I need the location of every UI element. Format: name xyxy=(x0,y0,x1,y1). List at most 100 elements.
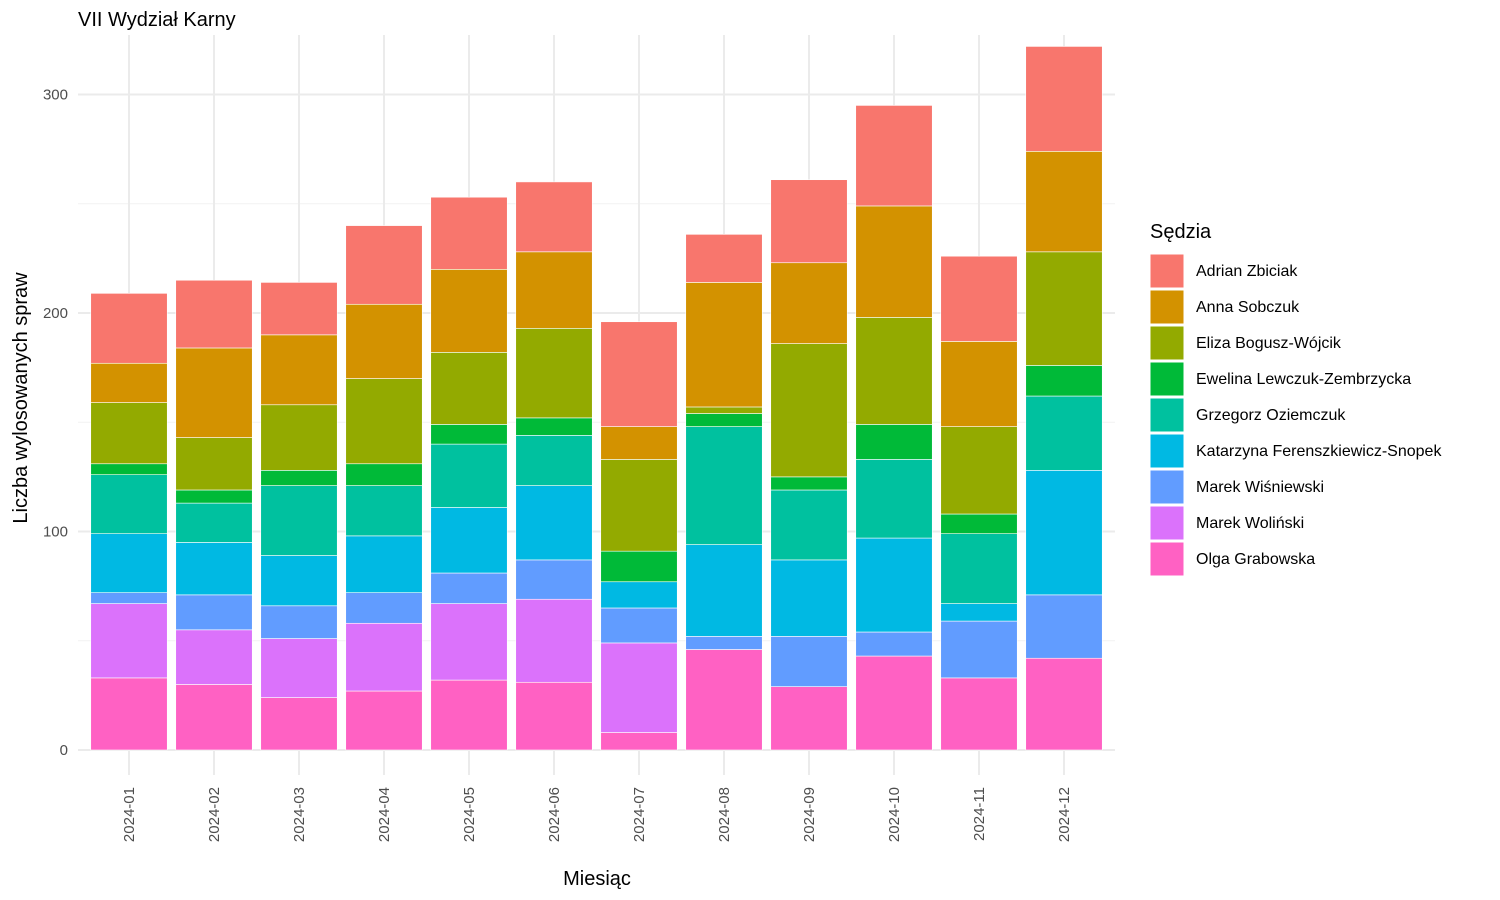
x-axis-title: Miesiąc xyxy=(563,868,631,890)
bar-segment xyxy=(90,592,168,604)
bar-segment xyxy=(515,559,593,600)
bar-segment xyxy=(940,513,1018,534)
bar-segment xyxy=(345,622,423,692)
x-tick-label: 2024-08 xyxy=(716,787,733,842)
bar-segment xyxy=(175,502,253,543)
y-axis-title: Liczba wylosowanych spraw xyxy=(10,272,32,524)
bar-segment xyxy=(770,489,848,561)
bar-segment xyxy=(430,268,508,353)
bar-segment xyxy=(90,293,168,364)
bar-segment xyxy=(175,594,253,631)
bar-segment xyxy=(345,225,423,305)
bar-segment xyxy=(855,105,933,207)
bar-segment xyxy=(90,463,168,475)
bar-segment xyxy=(770,343,848,478)
bar-segment xyxy=(175,542,253,596)
bar-segment xyxy=(345,690,423,751)
bar-segment xyxy=(770,686,848,751)
bar-segment xyxy=(175,489,253,504)
bar-segment xyxy=(685,636,763,650)
x-tick-label: 2024-12 xyxy=(1056,787,1073,842)
legend-label: Adrian Zbiciak xyxy=(1196,263,1298,280)
bar-segment xyxy=(515,181,593,253)
bar-segment xyxy=(600,642,678,733)
bar-segment xyxy=(260,404,338,471)
bar-segment xyxy=(770,476,848,491)
bar-segment xyxy=(260,697,338,751)
bar-segment xyxy=(430,572,508,604)
bar-segment xyxy=(1025,151,1103,253)
bar-segment xyxy=(430,507,508,574)
bar-segment xyxy=(175,347,253,438)
bar-segment xyxy=(1025,251,1103,366)
bar-segment xyxy=(515,485,593,561)
x-axis: 2024-01 2024-02 2024-03 2024-04 2024-05 2024-… xyxy=(121,787,1073,842)
y-tick-label: 200 xyxy=(43,305,68,322)
bar-segment xyxy=(345,592,423,624)
y-axis: 0 100 200 300 xyxy=(43,87,68,760)
bar-segment xyxy=(685,544,763,637)
bars xyxy=(90,46,1103,751)
bar-segment xyxy=(260,605,338,639)
bar-segment xyxy=(1025,594,1103,659)
bar-segment xyxy=(685,413,763,427)
bar-segment xyxy=(770,179,848,264)
legend-swatch xyxy=(1149,325,1185,361)
bar-segment xyxy=(345,303,423,379)
bar-segment xyxy=(940,603,1018,622)
x-tick-label: 2024-11 xyxy=(971,787,988,841)
bar-segment xyxy=(90,402,168,465)
bar-segment xyxy=(260,282,338,336)
bar-segment xyxy=(940,533,1018,604)
bar-segment xyxy=(345,378,423,465)
legend: Sędzia Adrian Zbiciak Anna Sobczuk Eliza B… xyxy=(1149,221,1442,577)
bar-segment xyxy=(685,234,763,283)
legend-swatch xyxy=(1149,505,1185,541)
y-tick-label: 300 xyxy=(43,87,68,104)
legend-label: Marek Woliński xyxy=(1196,515,1304,532)
bar-segment xyxy=(685,649,763,751)
bar-segment xyxy=(175,629,253,685)
bar-segment xyxy=(175,684,253,751)
legend-swatch xyxy=(1149,397,1185,433)
bar-segment xyxy=(515,251,593,329)
bar-segment xyxy=(600,459,678,552)
bar-segment xyxy=(515,327,593,419)
bar-segment xyxy=(430,352,508,425)
bar-segment xyxy=(685,426,763,545)
bar-segment xyxy=(600,550,678,583)
x-tick-label: 2024-01 xyxy=(121,787,138,842)
legend-swatch xyxy=(1149,253,1185,289)
bar-segment xyxy=(685,406,763,414)
bar-segment xyxy=(1025,395,1103,471)
bar-segment xyxy=(855,424,933,460)
bar-segment xyxy=(90,362,168,403)
x-tick-label: 2024-04 xyxy=(376,787,393,842)
x-tick-label: 2024-09 xyxy=(801,787,818,842)
bar-segment xyxy=(260,555,338,607)
legend-label: Grzegorz Oziemczuk xyxy=(1196,407,1346,424)
x-tick-label: 2024-05 xyxy=(461,787,478,842)
bar-segment xyxy=(90,533,168,593)
bar-segment xyxy=(90,474,168,534)
bar-segment xyxy=(770,636,848,687)
bar-segment xyxy=(515,598,593,683)
bar-segment xyxy=(430,603,508,681)
bar-segment xyxy=(770,262,848,344)
legend-swatch xyxy=(1149,433,1185,469)
bar-segment xyxy=(515,417,593,436)
bar-segment xyxy=(175,279,253,349)
bar-segment xyxy=(855,631,933,657)
bar-segment xyxy=(260,470,338,486)
bar-segment xyxy=(600,426,678,460)
bar-segment xyxy=(430,679,508,751)
bar-segment xyxy=(260,334,338,406)
y-tick-label: 100 xyxy=(43,524,68,541)
bar-segment xyxy=(940,620,1018,679)
bar-segment xyxy=(600,732,678,751)
bar-segment xyxy=(685,282,763,408)
legend-swatch xyxy=(1149,469,1185,505)
bar-segment xyxy=(940,426,1018,515)
bar-segment xyxy=(430,443,508,508)
bar-segment xyxy=(1025,657,1103,751)
